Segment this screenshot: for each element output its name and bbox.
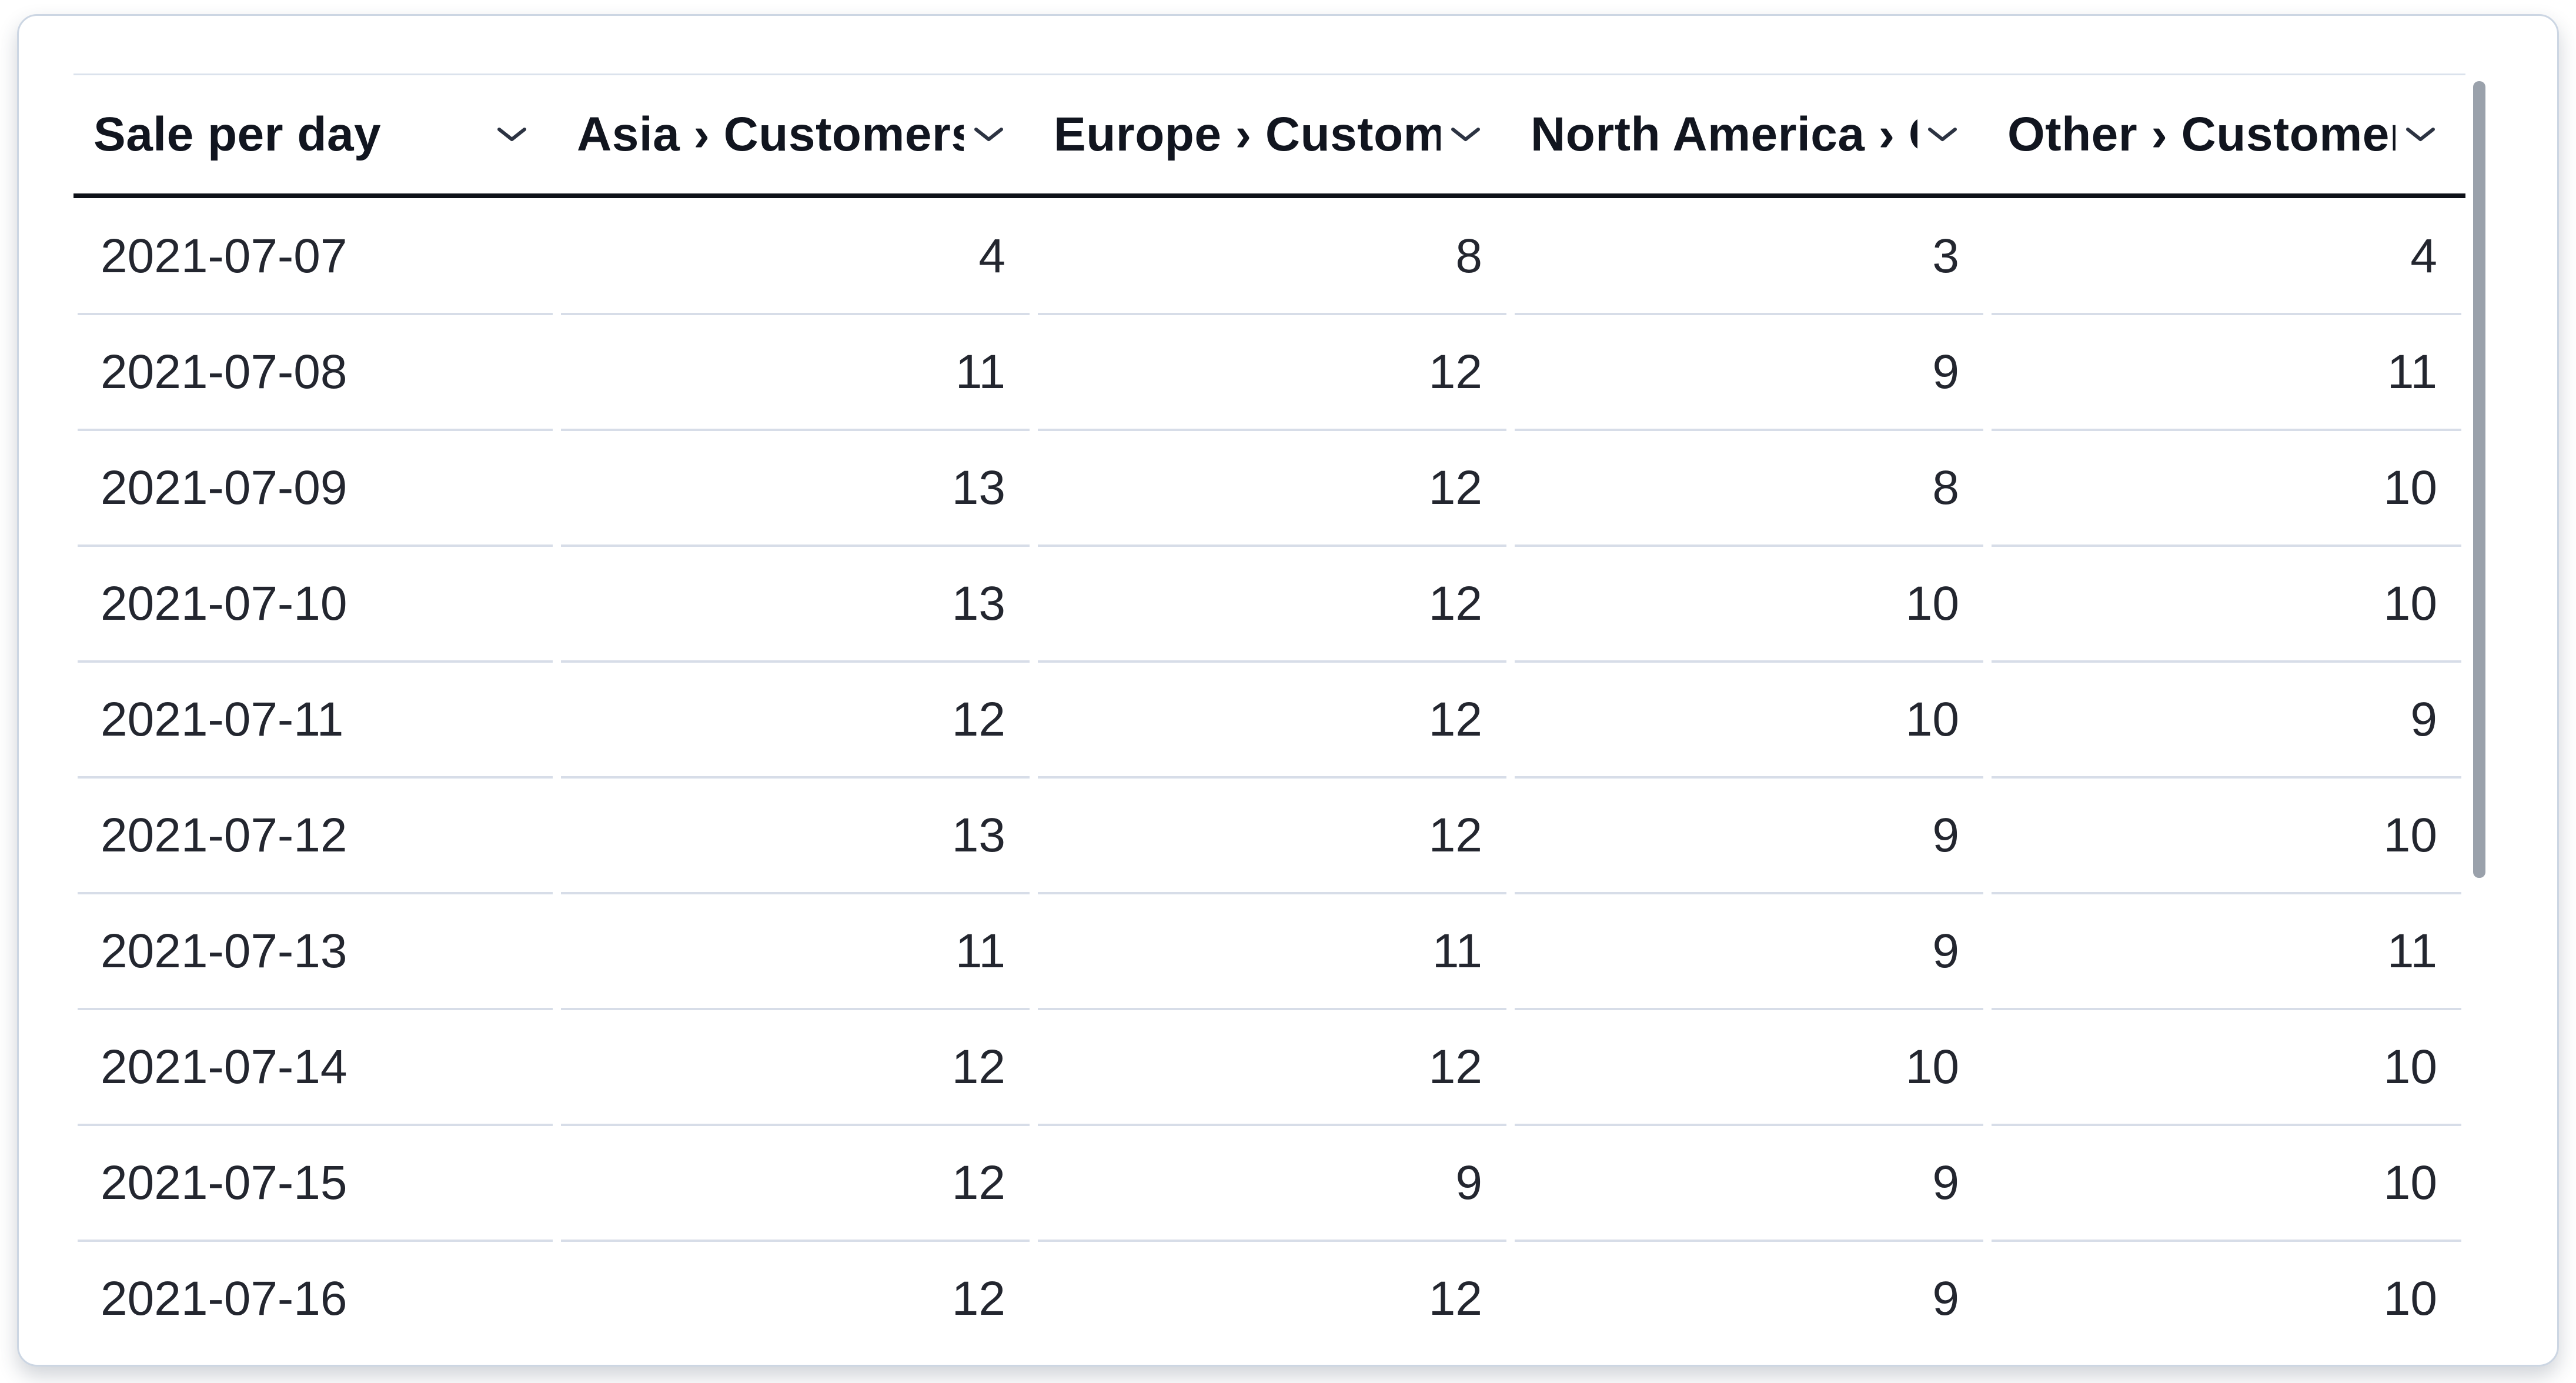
column-header-europe[interactable]: Europe › Customers — [1034, 75, 1511, 193]
table-cell-europe: 12 — [1034, 313, 1511, 430]
table-row[interactable]: 2021-07-13 11 11 9 11 — [73, 892, 2465, 1009]
table-cell-asia: 13 — [557, 429, 1034, 546]
table-cell-date: 2021-07-12 — [73, 776, 557, 893]
table-cell-north-america: 9 — [1511, 1240, 1987, 1357]
table-cell-date: 2021-07-10 — [73, 544, 557, 662]
table-cell-north-america: 10 — [1511, 660, 1987, 777]
table-cell-date: 2021-07-13 — [73, 892, 557, 1009]
chevron-down-icon[interactable] — [2404, 125, 2437, 144]
table-row[interactable]: 2021-07-10 13 12 10 10 — [73, 544, 2465, 662]
table-header-row: Sale per day Asia › Customers Europe › Cus… — [73, 74, 2465, 198]
table-cell-other: 10 — [1987, 1008, 2465, 1125]
table-row[interactable]: 2021-07-16 12 12 9 10 — [73, 1240, 2465, 1357]
table-card: Sale per day Asia › Customers Europe › Cus… — [17, 14, 2559, 1367]
table-cell-europe: 9 — [1034, 1124, 1511, 1241]
table-cell-other: 10 — [1987, 1240, 2465, 1357]
column-header-label: Other › Customers — [2007, 107, 2395, 161]
column-header-label: Asia › Customers — [577, 107, 964, 161]
table-cell-europe: 12 — [1034, 1240, 1511, 1357]
table-cell-other: 11 — [1987, 892, 2465, 1009]
table-cell-other: 10 — [1987, 429, 2465, 546]
table-cell-europe: 12 — [1034, 776, 1511, 893]
column-header-label: North America › Customers — [1531, 107, 1917, 161]
table-cell-other: 4 — [2410, 229, 2437, 283]
chevron-down-icon[interactable] — [495, 125, 529, 144]
table-row[interactable]: 2021-07-15 12 9 9 10 — [73, 1124, 2465, 1241]
chevron-down-icon[interactable] — [1926, 125, 1959, 144]
table-cell-date: 2021-07-11 — [73, 660, 557, 777]
table-cell-other: 10 — [1987, 776, 2465, 893]
table-cell-europe: 12 — [1034, 429, 1511, 546]
table-cell-north-america: 10 — [1511, 544, 1987, 662]
table-row[interactable]: 2021-07-14 12 12 10 10 — [73, 1008, 2465, 1125]
column-header-label: Europe › Customers — [1054, 107, 1441, 161]
table-cell-asia: 13 — [557, 776, 1034, 893]
table-body: 2021-07-07 4 8 3 4 2021-07-08 11 12 9 11 2021-07-0… — [73, 198, 2465, 1357]
table-cell-date: 2021-07-16 — [73, 1240, 557, 1357]
table-cell-europe: 12 — [1034, 660, 1511, 777]
table-cell-date: 2021-07-07 — [101, 229, 348, 283]
table-cell-europe: 8 — [1455, 229, 1482, 283]
sales-per-day-table: Sale per day Asia › Customers Europe › Cus… — [73, 74, 2465, 1357]
table-cell-north-america: 9 — [1511, 1124, 1987, 1241]
table-cell-asia: 12 — [557, 660, 1034, 777]
table-cell-other: 10 — [1987, 544, 2465, 662]
column-header-date[interactable]: Sale per day — [73, 75, 557, 193]
table-cell-date: 2021-07-14 — [73, 1008, 557, 1125]
vertical-scrollbar-thumb[interactable] — [2473, 81, 2485, 878]
table-cell-europe: 12 — [1034, 544, 1511, 662]
table-cell-date: 2021-07-15 — [73, 1124, 557, 1241]
table-cell-north-america: 3 — [1932, 229, 1959, 283]
table-cell-north-america: 9 — [1511, 313, 1987, 430]
chevron-down-icon[interactable] — [1449, 125, 1482, 144]
table-cell-europe: 12 — [1034, 1008, 1511, 1125]
table-cell-other: 9 — [1987, 660, 2465, 777]
table-row[interactable]: 2021-07-12 13 12 9 10 — [73, 776, 2465, 893]
table-row[interactable]: 2021-07-09 13 12 8 10 — [73, 429, 2465, 546]
table-cell-date: 2021-07-08 — [73, 313, 557, 430]
table-cell-asia: 4 — [978, 229, 1005, 283]
table-cell-north-america: 9 — [1511, 892, 1987, 1009]
table-cell-asia: 12 — [557, 1240, 1034, 1357]
table-cell-asia: 13 — [557, 544, 1034, 662]
table-cell-north-america: 10 — [1511, 1008, 1987, 1125]
table-cell-asia: 12 — [557, 1008, 1034, 1125]
column-header-asia[interactable]: Asia › Customers — [557, 75, 1034, 193]
table-cell-europe: 11 — [1034, 892, 1511, 1009]
column-header-label: Sale per day — [93, 107, 382, 161]
table-cell-other: 11 — [1987, 313, 2465, 430]
chevron-down-icon[interactable] — [972, 125, 1005, 144]
table-row[interactable]: 2021-07-07 4 8 3 4 — [73, 198, 2465, 314]
table-cell-date: 2021-07-09 — [73, 429, 557, 546]
table-cell-asia: 11 — [557, 313, 1034, 430]
table-cell-asia: 11 — [557, 892, 1034, 1009]
column-header-north-america[interactable]: North America › Customers — [1511, 75, 1987, 193]
table-cell-asia: 12 — [557, 1124, 1034, 1241]
table-row[interactable]: 2021-07-08 11 12 9 11 — [73, 313, 2465, 430]
table-cell-other: 10 — [1987, 1124, 2465, 1241]
table-cell-north-america: 9 — [1511, 776, 1987, 893]
column-header-other[interactable]: Other › Customers — [1987, 75, 2465, 193]
table-row[interactable]: 2021-07-11 12 12 10 9 — [73, 660, 2465, 777]
table-cell-north-america: 8 — [1511, 429, 1987, 546]
